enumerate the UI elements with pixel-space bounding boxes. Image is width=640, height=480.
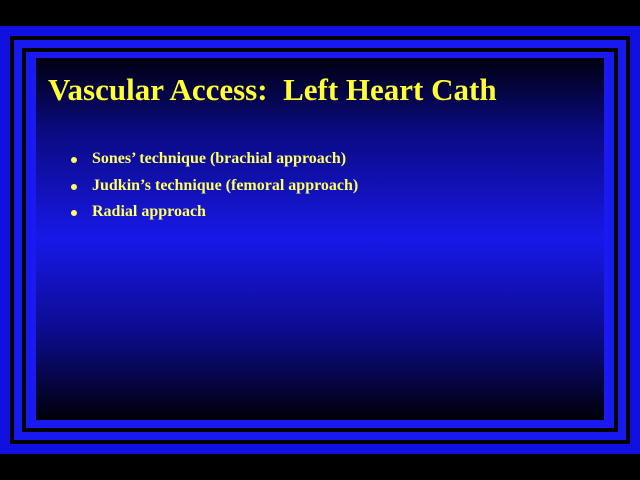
bullet: Judkin’s technique (femoral approach) — [66, 177, 358, 204]
bullet: Sones’ technique (brachial approach) — [66, 150, 358, 177]
bullet: Radial approach — [66, 203, 358, 230]
bullet-list: Sones’ technique (brachial approach) Judk… — [66, 150, 358, 230]
slide-title: Vascular Access: Left Heart Cath — [48, 72, 497, 107]
panel: Vascular Access: Left Heart Cath Sones’ … — [36, 58, 604, 420]
